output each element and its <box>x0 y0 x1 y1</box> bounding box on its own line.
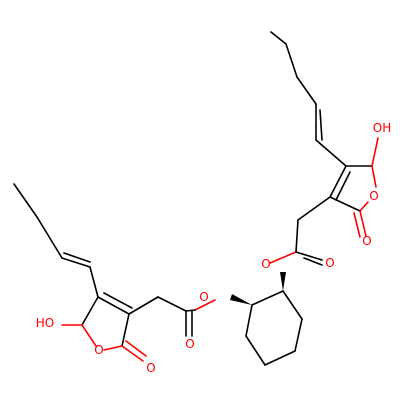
left-ester-group <box>157 296 216 337</box>
right-furanone <box>270 31 379 238</box>
stereo-wedges <box>230 272 286 305</box>
left-furanone <box>13 183 159 362</box>
atom-label-o-ring-right: O <box>369 189 378 203</box>
wedge-bond-left <box>230 294 252 305</box>
atom-label-o-ester-carbonyl-right: O <box>325 256 334 270</box>
atom-label-oh-right: OH <box>373 121 391 135</box>
cyclohexane-ring <box>245 290 303 366</box>
atom-label-o-ester-left: O <box>199 290 208 304</box>
atom-label-o-carbonyl-left: O <box>146 361 155 375</box>
atom-labels: OH O O O O O O HO O O <box>36 121 391 375</box>
atom-label-oh-left: HO <box>36 316 54 330</box>
atom-label-o-ring-left: O <box>94 343 103 357</box>
atom-label-o-carbonyl-right: O <box>362 234 371 248</box>
atom-label-o-ester-right: O <box>261 257 270 271</box>
wedge-bond-right <box>280 272 286 291</box>
atom-label-o-ester-carbonyl-left: O <box>185 337 194 351</box>
right-ester-group <box>269 219 323 266</box>
